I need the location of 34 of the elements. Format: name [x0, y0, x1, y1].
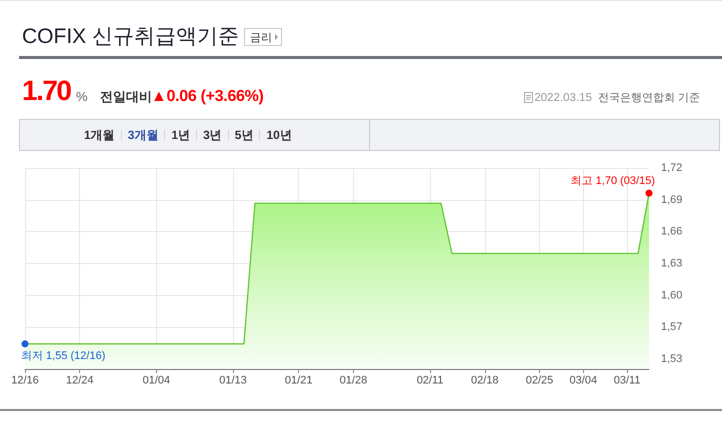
x-tick-label: 02/18: [471, 374, 499, 386]
text: 5년: [234, 126, 254, 144]
text: 전일대비: [100, 89, 152, 105]
x-tick-label: 01/21: [284, 374, 312, 386]
text: 1.70: [22, 75, 70, 107]
x-tick-label: 03/11: [614, 374, 640, 386]
text: ▲0.06 (+3.66%): [151, 87, 264, 107]
y-tick-label: 1,66: [661, 225, 682, 238]
text: 전국은행연합회 기준: [598, 91, 700, 105]
y-tick-label: 1,72: [661, 162, 682, 174]
text: 3개월: [128, 126, 158, 144]
y-tick-label: 1,57: [661, 320, 682, 333]
y-tick-label: 1,69: [661, 194, 682, 206]
y-tick-label: 1,53: [661, 352, 682, 365]
y-tick-label: 1,60: [661, 290, 682, 302]
x-tick-label: 01/13: [219, 374, 247, 386]
x-tick-label: 01/04: [142, 374, 170, 386]
y-tick-label: 1,63: [661, 257, 682, 270]
text: 1개월: [84, 126, 115, 144]
text: 금리: [250, 30, 272, 44]
annotation: 최고 1,70 (03/15): [570, 175, 655, 188]
x-tick-label: 02/25: [526, 374, 554, 386]
text: 1년: [171, 126, 190, 144]
x-tick-label: 12/24: [66, 374, 94, 386]
x-tick-label: 03/04: [570, 374, 598, 386]
x-tick-label: 02/11: [416, 374, 444, 386]
x-tick-label: 12/16: [11, 374, 39, 386]
text: 3년: [203, 126, 222, 144]
text: 2022.03.15: [534, 92, 592, 104]
x-tick-label: 01/28: [340, 374, 368, 386]
text: 10년: [266, 126, 292, 144]
chart-title: COFIX 신규취급액기준: [22, 24, 240, 50]
annotation: 최저 1,55 (12/16): [21, 350, 106, 362]
text: %: [76, 89, 88, 105]
